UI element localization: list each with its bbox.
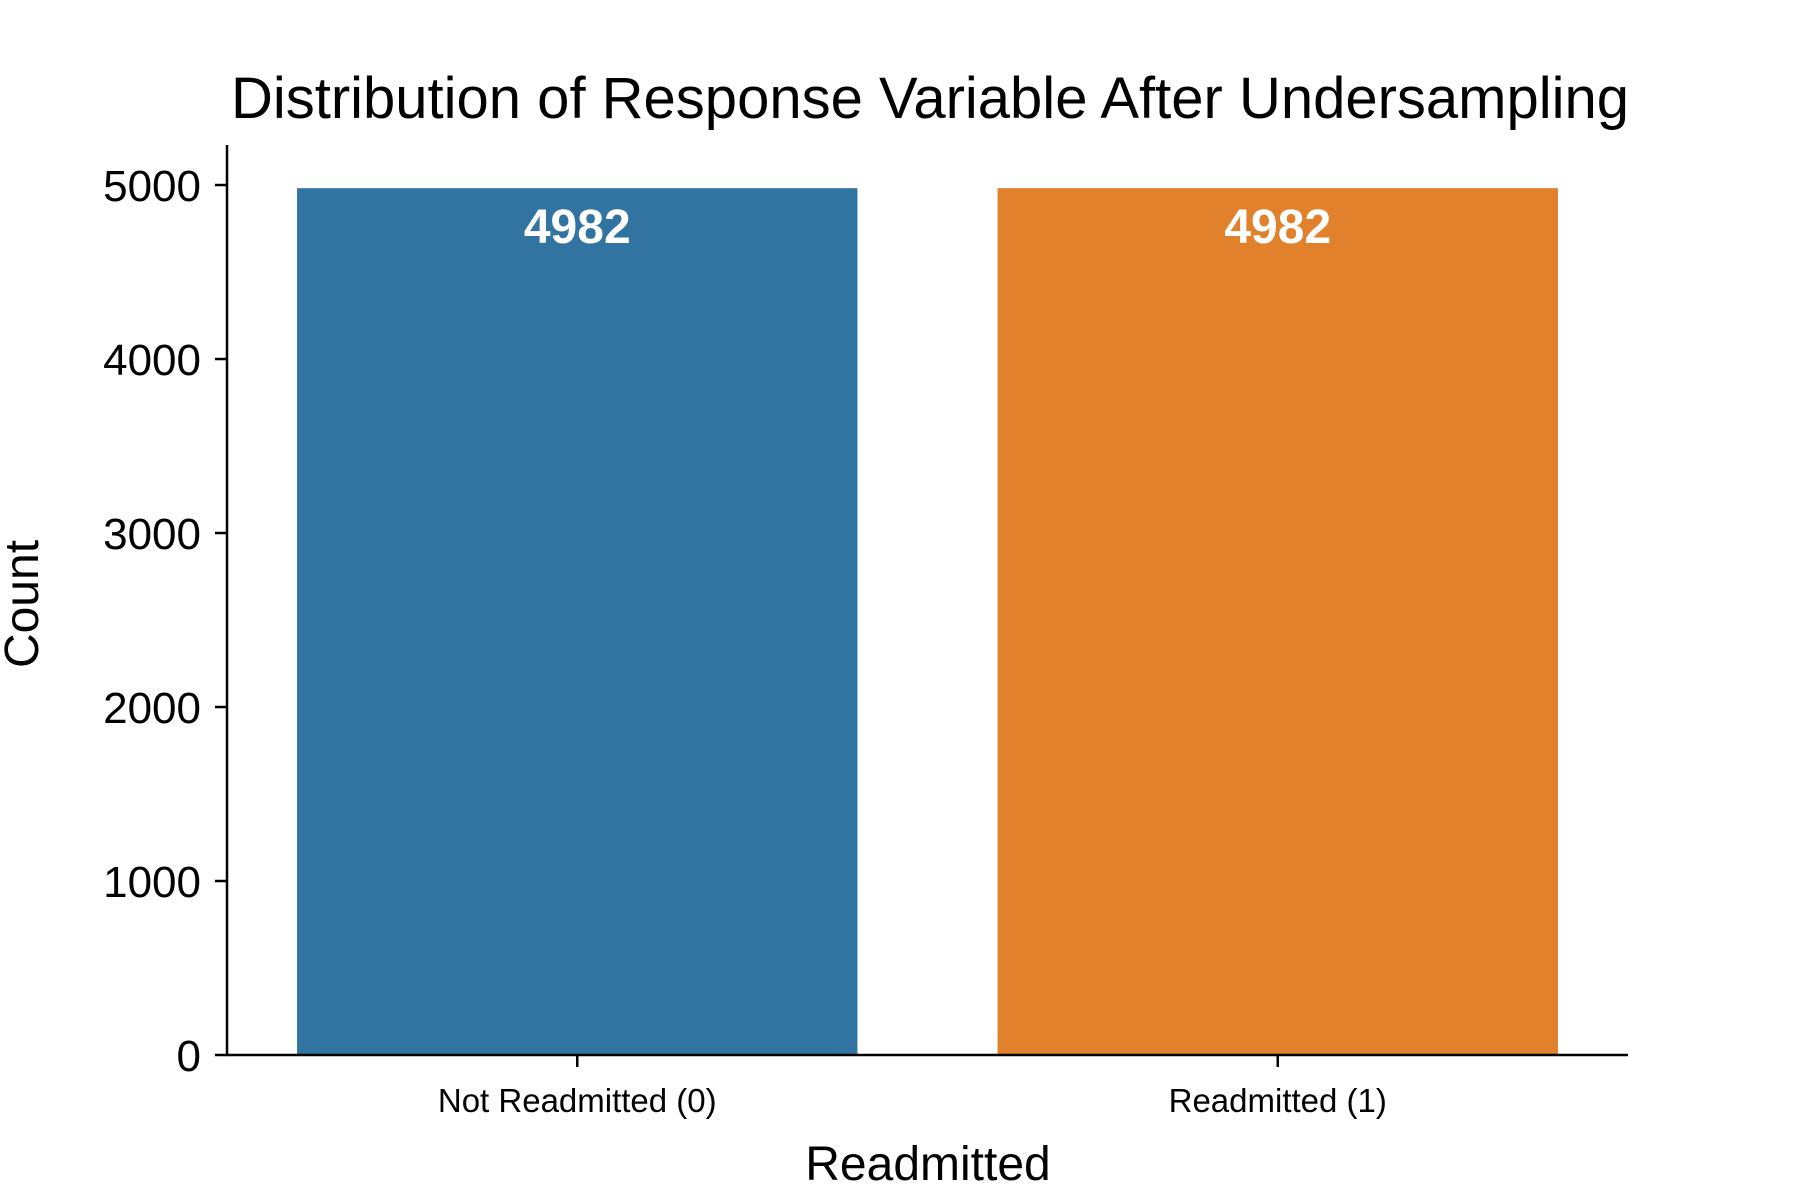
y-tick-label: 3000 [103,510,201,559]
bar [997,188,1558,1055]
x-axis: Not Readmitted (0) Readmitted (1) [226,1053,1628,1119]
bar-data-label: 4982 [524,201,631,254]
y-tick-label: 2000 [103,684,201,733]
chart-title: Distribution of Response Variable After … [231,66,1629,131]
bar [297,188,858,1055]
y-tick-label: 4000 [103,336,201,385]
x-axis-label: Readmitted [805,1138,1050,1191]
bar-data-label: 4982 [1224,201,1331,254]
y-axis: 0 1000 2000 3000 4000 5000 [103,145,229,1081]
x-tick-label: Not Readmitted (0) [438,1082,717,1119]
x-tick-label: Readmitted (1) [1169,1082,1387,1119]
bars-group: 4982 4982 [297,188,1558,1055]
y-tick-label: 0 [177,1032,201,1081]
y-axis-label: Count [0,540,49,668]
y-tick-label: 5000 [103,162,201,211]
y-tick-label: 1000 [103,858,201,907]
